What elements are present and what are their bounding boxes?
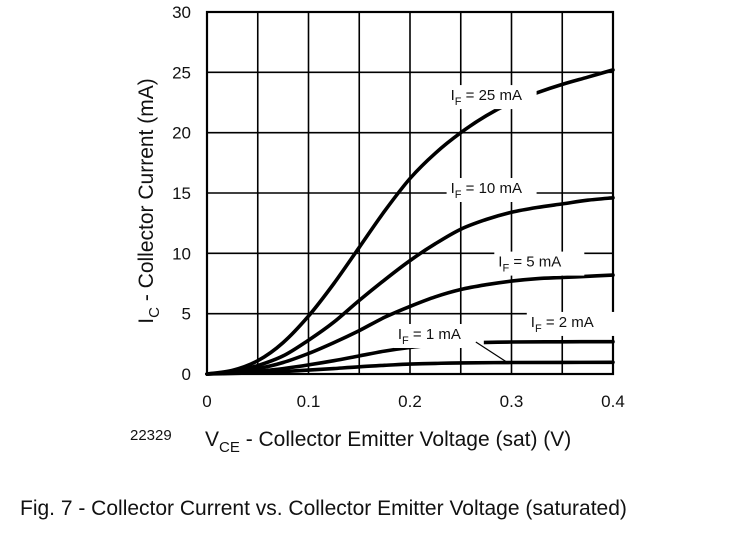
x-tick-label: 0.2 — [398, 392, 422, 411]
curve-label-3: IF = 2 mA — [531, 314, 594, 335]
annotation-backdrop — [494, 251, 585, 276]
x-tick-label: 0 — [202, 392, 211, 411]
annotations: IF = 25 mA IF = 10 mA IF = 5 mA IF = 2 mA IF… — [393, 85, 617, 363]
curves — [205, 68, 615, 376]
y-axis-label: IC - Collector Current (mA) — [135, 78, 163, 323]
y-tick-label: 25 — [172, 63, 191, 82]
x-tick-label: 0.4 — [601, 392, 625, 411]
y-tick-label: 5 — [182, 305, 191, 324]
y-tick-label: 30 — [172, 3, 191, 22]
annotation-backdrop — [526, 311, 617, 336]
figure-caption: Fig. 7 - Collector Current vs. Collector… — [20, 497, 627, 520]
x-tick-labels: 0 0.1 0.2 0.3 0.4 — [202, 392, 625, 411]
annotation-backdrop — [446, 85, 537, 110]
y-tick-label: 20 — [172, 124, 191, 143]
y-tick-label: 15 — [172, 184, 191, 203]
x-axis-label: VCE - Collector Emitter Voltage (sat) (V… — [205, 428, 571, 456]
curve-label-1: IF = 10 mA — [451, 180, 522, 201]
x-tick-label: 0.1 — [297, 392, 321, 411]
series-line-3 — [205, 339, 615, 376]
annotation-leader-line — [475, 341, 507, 363]
series-line-4 — [205, 360, 615, 376]
curve-label-4: IF = 1 mA — [398, 326, 461, 347]
y-tick-label: 0 — [182, 365, 191, 384]
y-tick-label: 10 — [172, 244, 191, 263]
plot-frame — [205, 10, 615, 376]
x-tick-label: 0.3 — [500, 392, 524, 411]
series-line-1 — [205, 196, 615, 376]
curve-label-2: IF = 5 mA — [498, 254, 561, 275]
curve-label-0: IF = 25 mA — [451, 87, 522, 108]
y-tick-labels: 0 5 10 15 20 25 30 — [172, 3, 191, 384]
annotation-backdrop — [446, 178, 537, 202]
figure-number: 22329 — [130, 427, 172, 444]
chart: IF = 25 mA IF = 10 mA IF = 5 mA IF = 2 mA IF… — [130, 3, 625, 456]
series-line-2 — [205, 273, 615, 376]
annotation-backdrop — [393, 324, 484, 349]
series-line-0 — [205, 68, 615, 376]
